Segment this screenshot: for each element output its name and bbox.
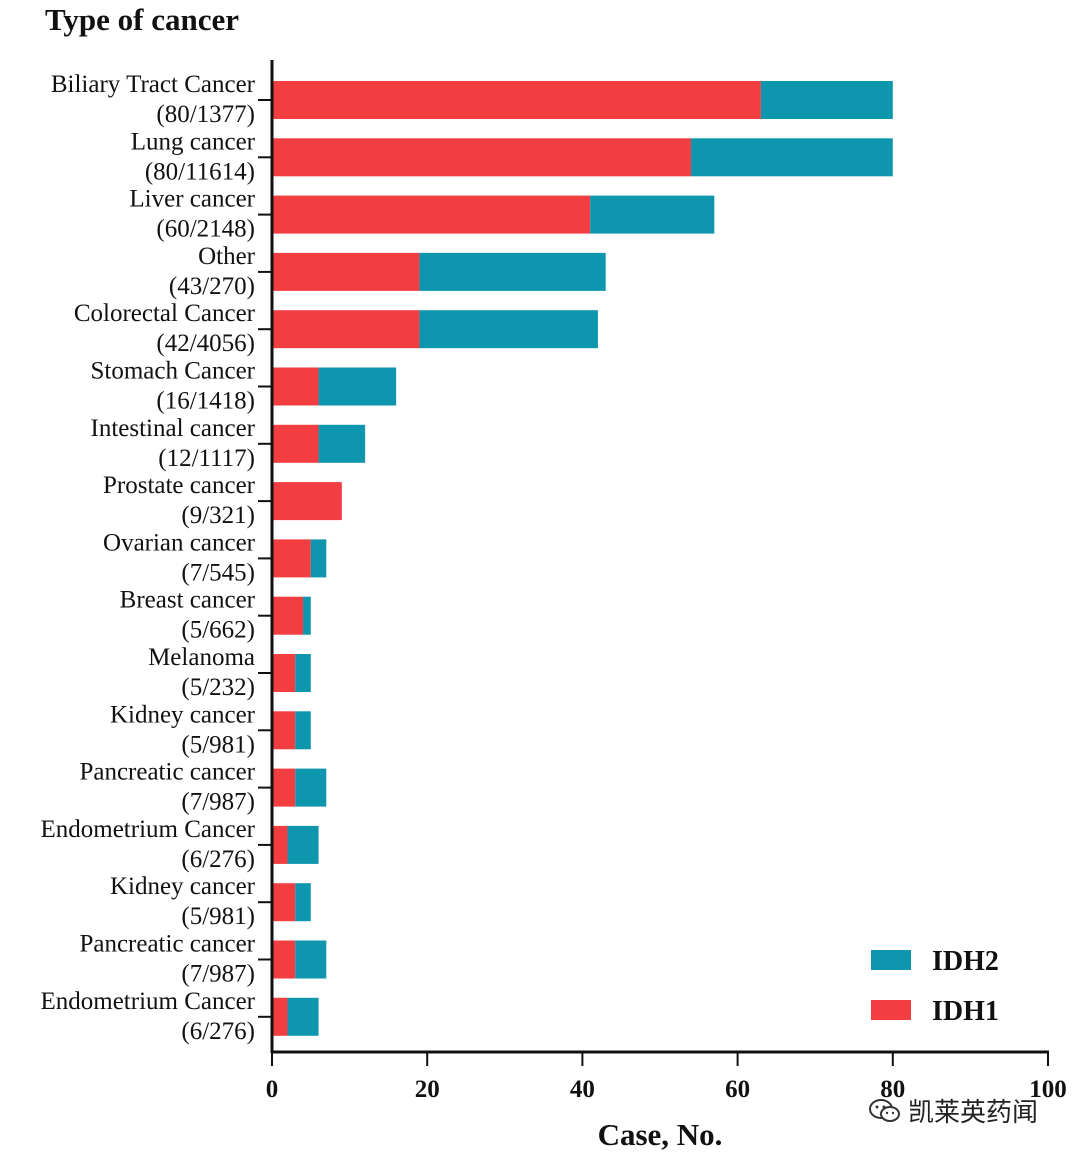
category-label-10: Melanoma — [148, 644, 255, 671]
x-axis-title: Case, No. — [598, 1117, 723, 1152]
x-tick-label-1: 20 — [415, 1076, 440, 1103]
legend: IDH2 IDH1 — [871, 946, 999, 1027]
bar-idh2-13 — [287, 825, 319, 864]
category-count-13: (6/276) — [181, 846, 255, 873]
bar-idh2-3 — [419, 252, 606, 291]
category-count-15: (7/987) — [181, 961, 255, 988]
category-count-14: (5/981) — [181, 903, 255, 930]
bars-group — [272, 81, 893, 1036]
bar-idh1-4 — [272, 310, 420, 349]
bar-idh1-14 — [272, 883, 296, 922]
category-label-0: Biliary Tract Cancer — [51, 71, 256, 98]
bar-idh1-3 — [272, 252, 420, 291]
category-count-0: (80/1377) — [156, 101, 255, 128]
category-count-2: (60/2148) — [156, 216, 255, 243]
bar-idh1-9 — [272, 596, 304, 635]
category-count-10: (5/232) — [181, 674, 255, 701]
bar-idh1-5 — [272, 367, 319, 406]
category-label-6: Intestinal cancer — [91, 415, 256, 442]
bar-idh2-11 — [295, 711, 311, 750]
category-label-14: Kidney cancer — [110, 873, 256, 900]
category-label-3: Other — [198, 243, 256, 270]
bar-idh1-0 — [272, 81, 761, 119]
category-label-12: Pancreatic cancer — [79, 759, 255, 786]
y-axis-title: Type of cancer — [45, 2, 239, 37]
category-label-1: Lung cancer — [131, 128, 256, 155]
category-label-8: Ovarian cancer — [103, 529, 256, 556]
bar-idh1-6 — [272, 424, 319, 463]
bar-idh2-5 — [318, 367, 397, 406]
x-tick-label-5: 100 — [1029, 1076, 1067, 1103]
category-label-9: Breast cancer — [120, 587, 256, 614]
watermark: 凯莱英药闻 — [868, 1092, 1038, 1129]
category-count-3: (43/270) — [169, 273, 255, 300]
legend-swatch-idh1 — [871, 1000, 911, 1020]
bar-idh1-12 — [272, 768, 296, 807]
bar-idh1-7 — [272, 482, 342, 521]
x-tick-label-3: 60 — [725, 1076, 750, 1103]
category-count-5: (16/1418) — [156, 388, 255, 415]
bar-idh1-11 — [272, 711, 296, 750]
bar-idh2-0 — [760, 81, 893, 119]
bar-idh2-8 — [310, 539, 327, 578]
category-count-11: (5/981) — [181, 731, 255, 758]
x-tick-label-4: 80 — [880, 1076, 905, 1103]
bar-idh1-2 — [272, 195, 591, 234]
legend-swatch-idh2 — [871, 950, 911, 970]
legend-label-idh1: IDH1 — [932, 996, 999, 1027]
y-axis-ticks — [258, 99, 272, 1018]
category-labels: Biliary Tract Cancer (80/1377)Lung cancer… — [40, 71, 255, 1045]
bar-idh2-4 — [419, 310, 598, 349]
legend-label-idh2: IDH2 — [932, 946, 999, 977]
bar-idh2-12 — [295, 768, 327, 807]
category-count-16: (6/276) — [181, 1018, 255, 1045]
category-count-1: (80/11614) — [145, 158, 255, 185]
bar-idh2-1 — [691, 138, 893, 177]
bar-idh2-15 — [295, 940, 327, 979]
bar-idh1-8 — [272, 539, 311, 578]
category-count-9: (5/662) — [181, 617, 255, 644]
bar-idh2-2 — [590, 195, 715, 234]
category-count-6: (12/1117) — [158, 445, 255, 472]
bar-idh1-13 — [272, 825, 288, 864]
category-label-2: Liver cancer — [129, 186, 255, 213]
category-count-12: (7/987) — [181, 789, 255, 816]
bar-idh1-10 — [272, 654, 296, 692]
category-label-15: Pancreatic cancer — [79, 931, 255, 958]
bar-idh1-15 — [272, 940, 296, 979]
category-label-13: Endometrium Cancer — [40, 816, 255, 843]
category-count-4: (42/4056) — [156, 330, 255, 357]
category-label-4: Colorectal Cancer — [74, 300, 256, 327]
bar-idh2-10 — [295, 654, 311, 692]
category-label-11: Kidney cancer — [110, 701, 256, 728]
bar-idh2-9 — [303, 596, 311, 635]
category-count-8: (7/545) — [181, 559, 255, 586]
category-count-7: (9/321) — [181, 502, 255, 529]
category-label-5: Stomach Cancer — [90, 358, 255, 385]
bar-idh2-16 — [287, 997, 319, 1036]
category-label-16: Endometrium Cancer — [40, 988, 255, 1015]
bar-idh1-16 — [272, 997, 288, 1036]
bar-idh2-14 — [295, 883, 311, 922]
x-tick-label-2: 40 — [570, 1076, 595, 1103]
watermark-text: 凯莱英药闻 — [908, 1098, 1039, 1128]
bar-idh1-1 — [272, 138, 692, 177]
bar-idh2-6 — [318, 424, 366, 463]
x-axis-ticks: 0 20 40 60 80 100 — [266, 1052, 1067, 1103]
wechat-icon — [869, 1098, 900, 1122]
x-tick-label-0: 0 — [266, 1076, 279, 1103]
category-label-7: Prostate cancer — [103, 472, 256, 499]
